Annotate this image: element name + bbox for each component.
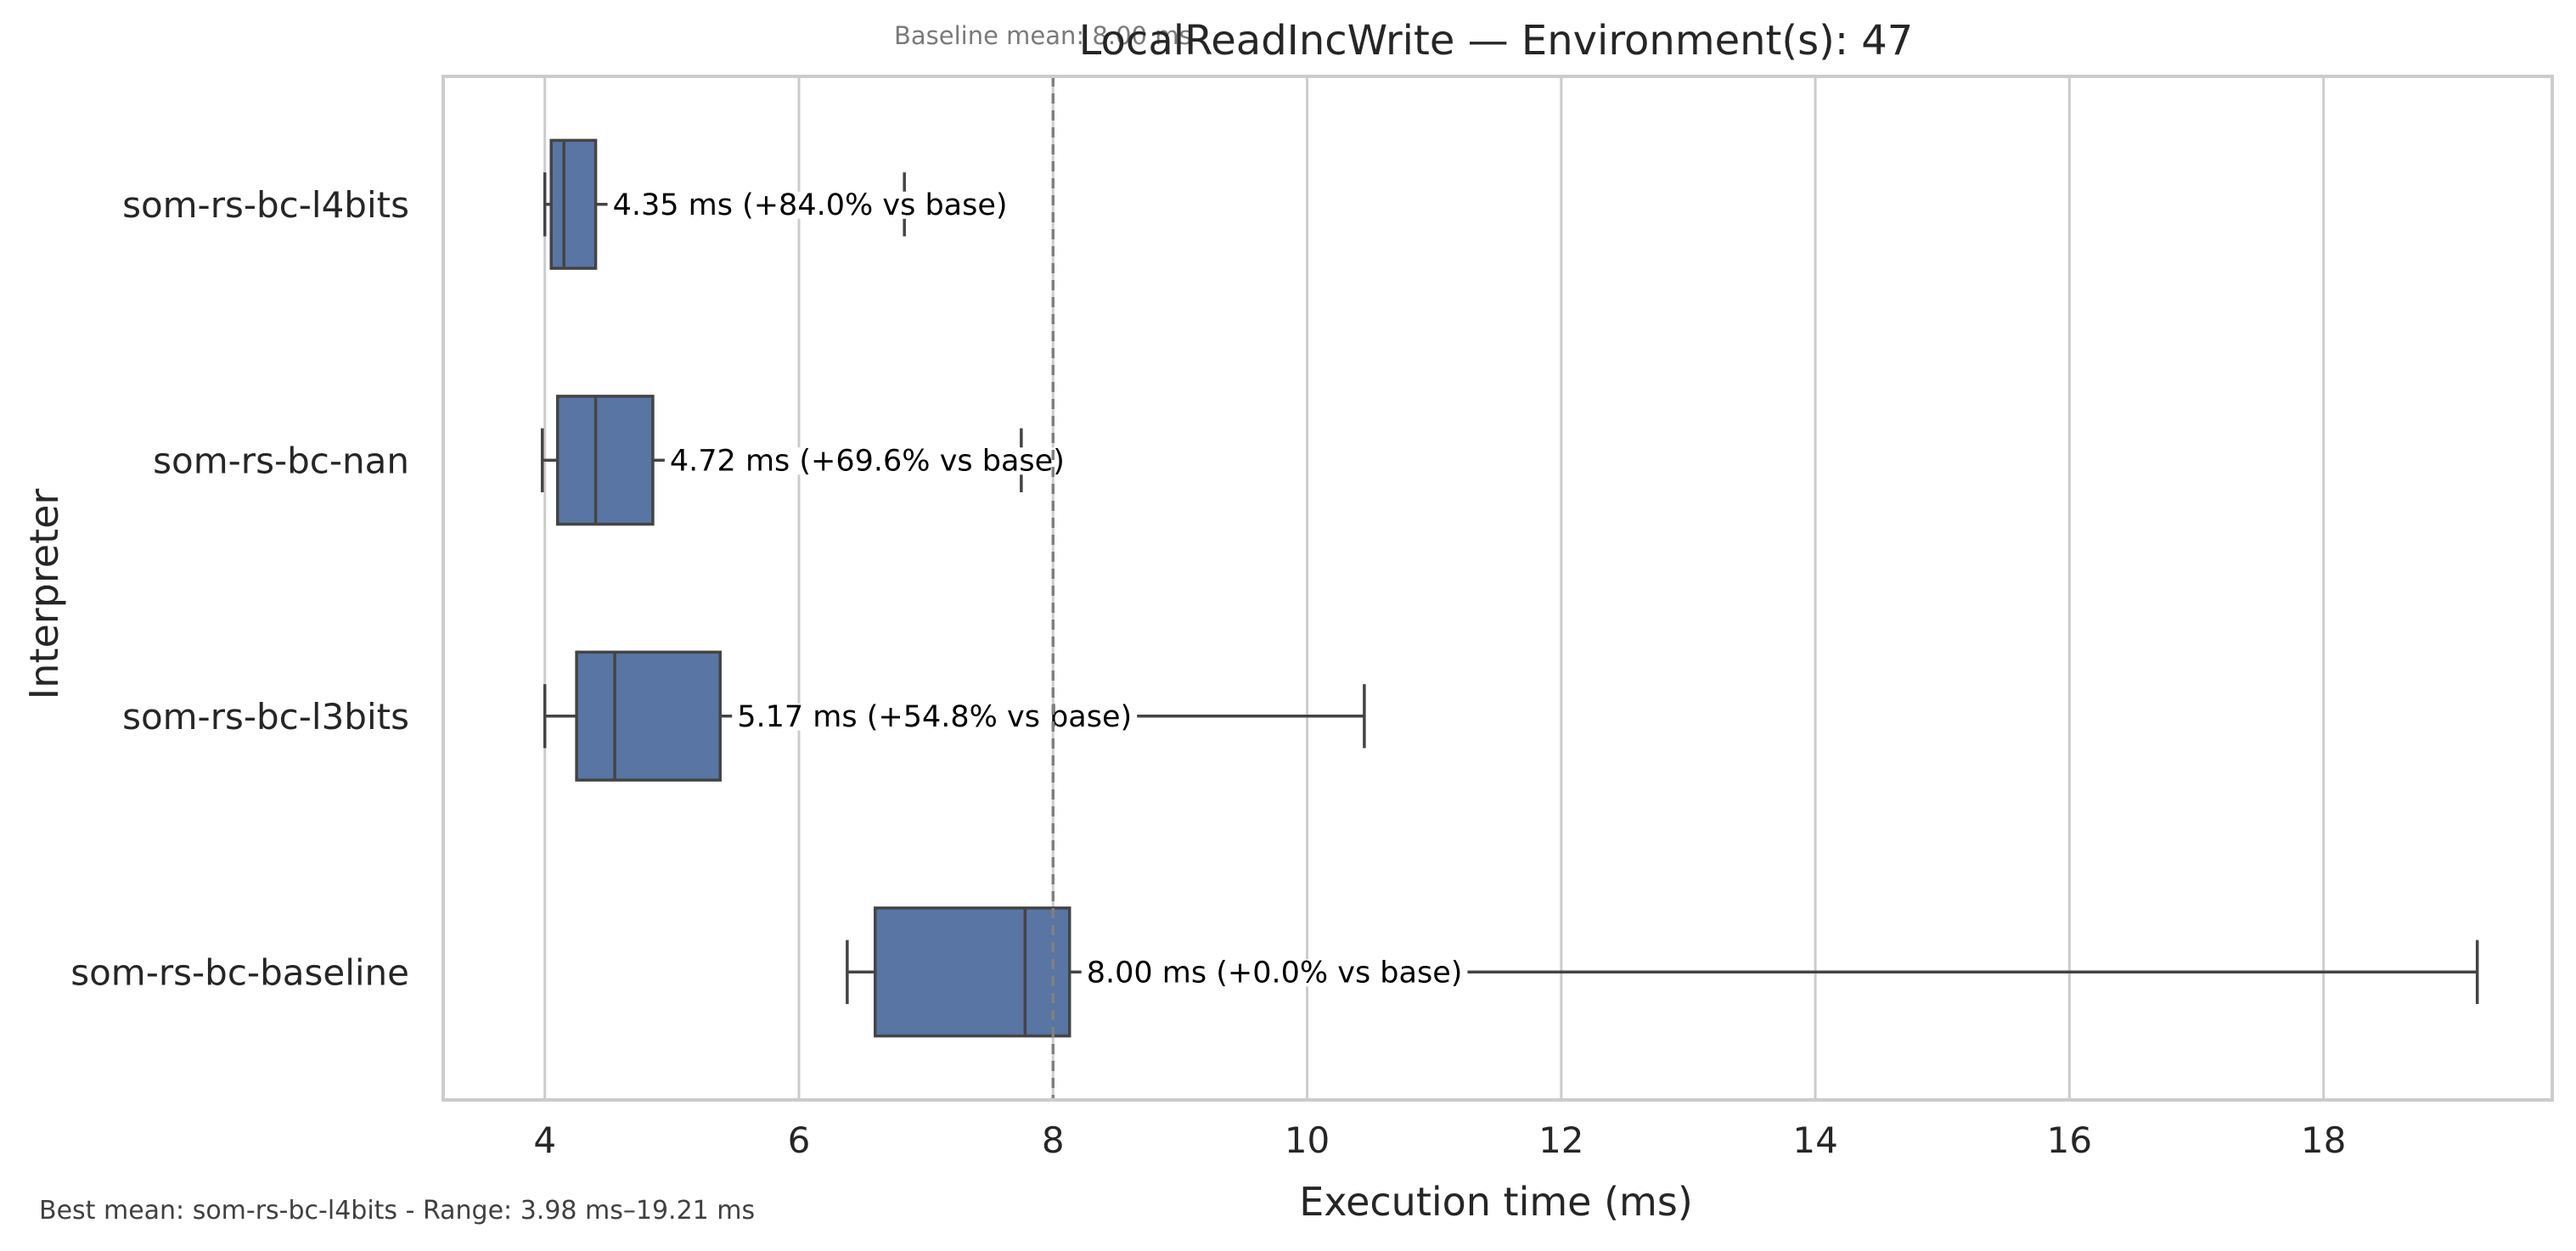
box-series: 4.35 ms (+84.0% vs base) 4.72 ms (+69.6% … [540,76,2479,1100]
box [549,138,598,270]
x-axis-title: Execution time (ms) [1299,1179,1693,1225]
y-category-labels: som-rs-bc-l4bits som-rs-bc-nan som-rs-bc-l… [70,184,409,994]
footnote: Best mean: som-rs-bc-l4bits - Range: 3.9… [39,1196,755,1226]
x-tick-label: 18 [2301,1119,2346,1161]
mean-label: 5.17 ms (+54.8% vs base) [737,700,1132,734]
box-group: 4.72 ms (+69.6% vs base) [540,395,1070,526]
y-axis-title: Interpreter [21,489,67,700]
box [874,906,1071,1038]
mean-label: 4.35 ms (+84.0% vs base) [613,188,1008,222]
x-tick-label: 10 [1285,1119,1330,1161]
y-category-label: som-rs-bc-nan [153,440,409,481]
y-category-label: som-rs-bc-l3bits [122,696,409,738]
mean-label-backdrop [607,191,1013,219]
y-category-label: som-rs-bc-baseline [70,951,409,993]
mean-label-backdrop [1081,959,1468,987]
box [555,395,655,526]
x-tick-label: 6 [788,1119,811,1161]
box-group: 8.00 ms (+0.0% vs base) [846,906,2479,1038]
box-group: 4.35 ms (+84.0% vs base) [543,138,1013,270]
x-tick-label: 16 [2047,1119,2092,1161]
grid-lines [543,76,2326,1100]
mean-label-backdrop [664,447,1070,475]
box [575,650,722,782]
mean-label: 4.72 ms (+69.6% vs base) [670,444,1065,478]
y-category-label: som-rs-bc-l4bits [122,184,409,226]
mean-label-backdrop [732,703,1138,731]
baseline-note: Baseline mean: 8.00 ms [894,21,1192,50]
mean-label: 8.00 ms (+0.0% vs base) [1087,956,1463,990]
box-group: 5.17 ms (+54.8% vs base) [543,650,1366,782]
x-tick-label: 12 [1538,1119,1583,1161]
x-tick-label: 4 [533,1119,556,1161]
x-tick-labels: 4 6 8 10 12 14 16 18 [533,1119,2346,1161]
plot-frame [442,75,2554,1102]
x-tick-label: 14 [1792,1119,1837,1161]
x-tick-label: 8 [1042,1119,1065,1161]
chart-title: LocalReadIncWrite — Environment(s): 47 [1079,17,1914,65]
